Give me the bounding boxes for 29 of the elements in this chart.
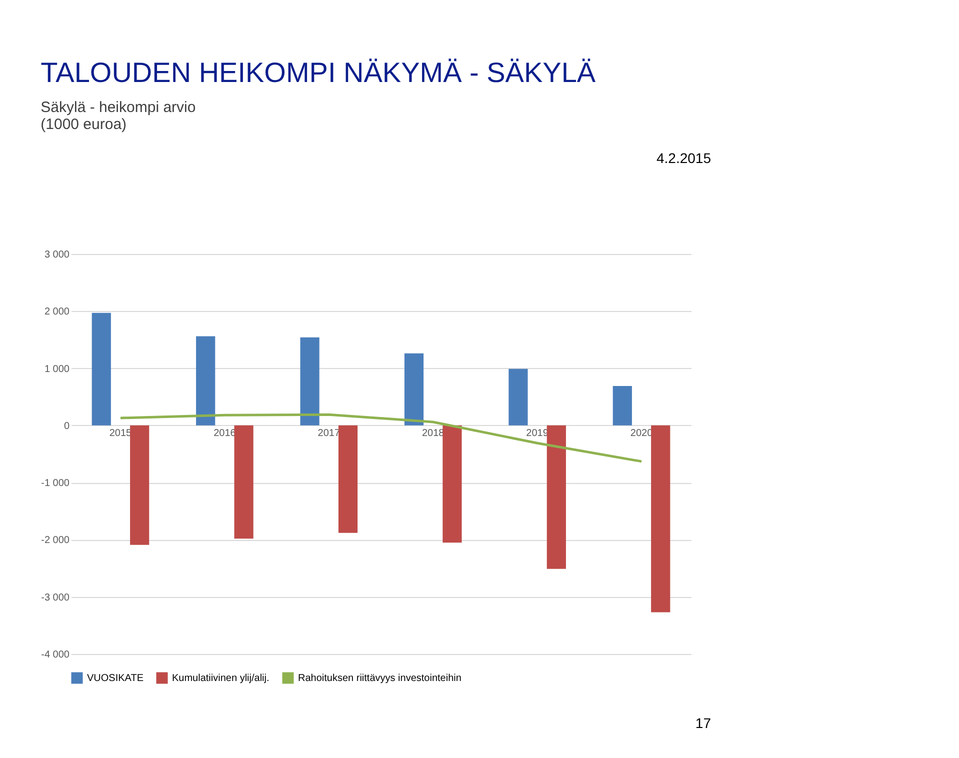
text: (1000 euroa) (40, 116, 127, 133)
y-tick-label: -1 000 (41, 478, 70, 490)
bar (234, 425, 254, 539)
bar (612, 386, 632, 426)
bar (92, 312, 111, 426)
text: Säkylä - heikompi arvio (40, 99, 196, 116)
x-tick-label: 2017 (318, 428, 340, 439)
y-tick-label: 1 000 (44, 364, 70, 375)
text: 4.2.2015 (656, 150, 712, 166)
legend-label: VUOSIKATE (87, 673, 144, 684)
y-tick-label: -3 000 (41, 592, 70, 604)
y-tick-label: 0 (64, 420, 70, 432)
y-tick-label: -2 000 (41, 535, 70, 546)
bar (130, 425, 150, 545)
bar (404, 353, 424, 426)
bar (196, 336, 216, 426)
bar (442, 425, 462, 543)
bar (300, 337, 320, 426)
y-tick-label: -4 000 (41, 650, 70, 660)
bar (651, 425, 670, 612)
chart-title: TALOUDEN HEIKOMPI NÄKYMÄ - SÄKYLÄ (40, 57, 596, 88)
legend-label: Kumulatiivinen ylij/alij. (172, 673, 270, 684)
legend-label: Rahoituksen riittävyys investointeihin (298, 673, 462, 684)
y-tick-label: 2 000 (44, 306, 70, 318)
bar (508, 368, 528, 426)
y-tick-label: 3 000 (44, 250, 70, 260)
text: 17 (695, 715, 712, 731)
bar (338, 425, 358, 533)
bar (546, 425, 566, 569)
